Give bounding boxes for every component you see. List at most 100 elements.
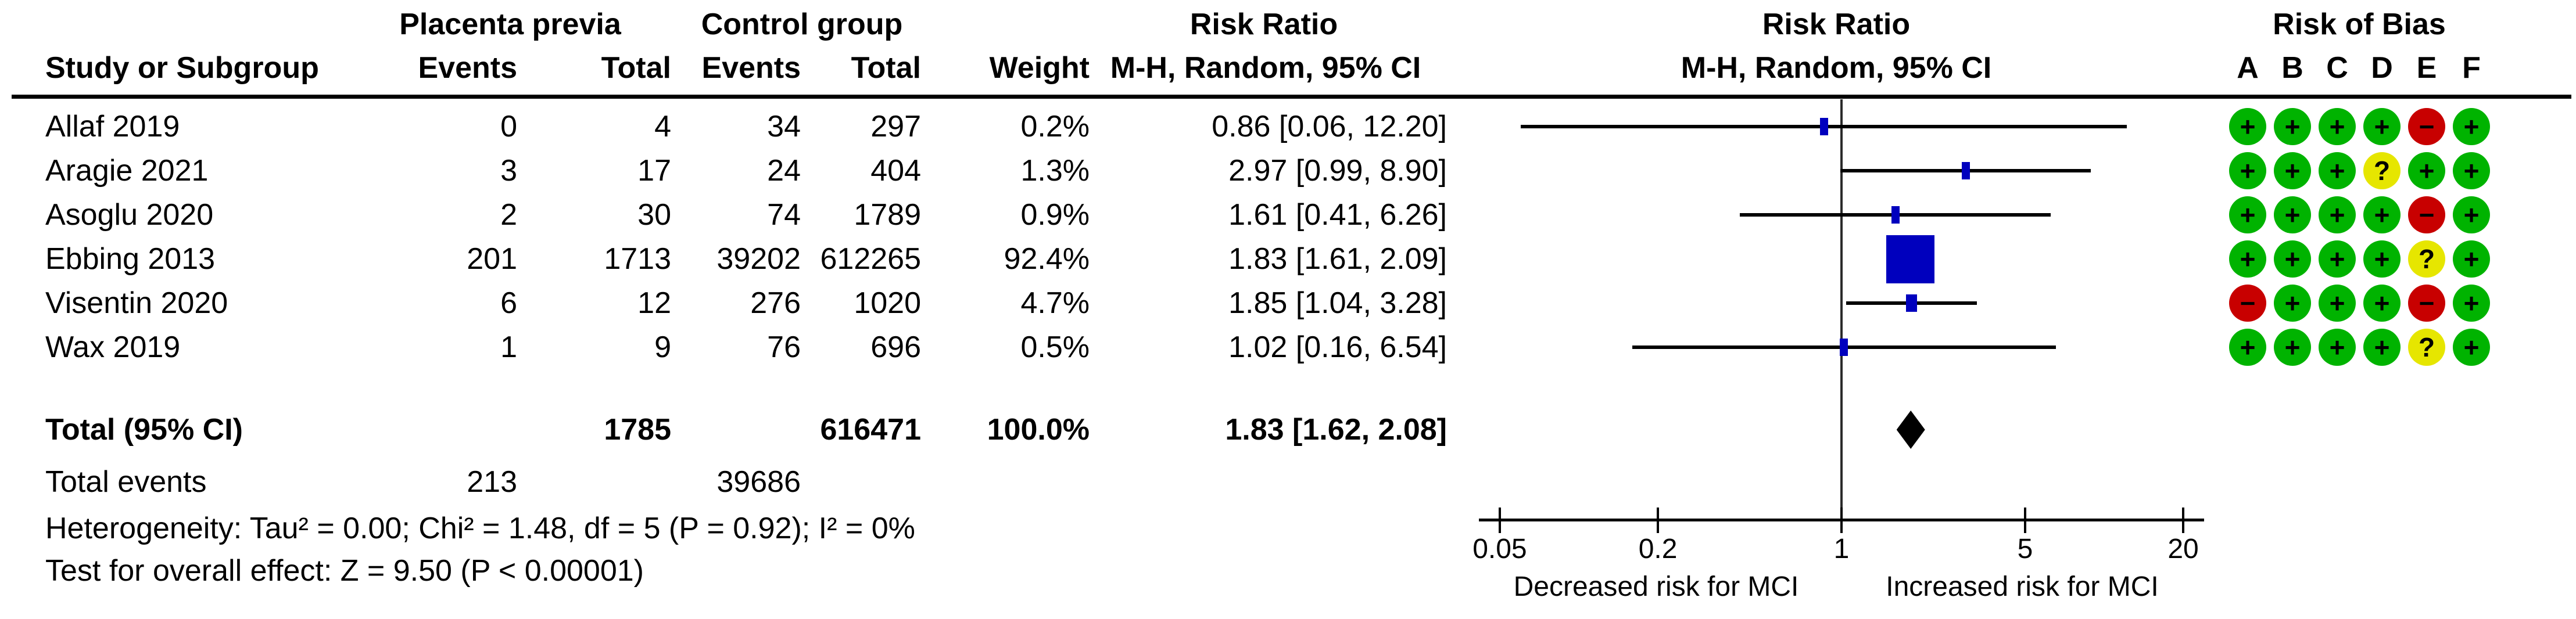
rob-plus-icon: + <box>2363 329 2401 366</box>
axis-tick-label: 20 <box>2167 534 2199 564</box>
rob-col-letter: C <box>2326 51 2348 85</box>
study-weight: 0.5% <box>1020 330 1090 364</box>
header-separator-rule <box>12 95 2571 99</box>
treated-total: 30 <box>637 198 671 232</box>
effect-marker <box>1886 235 1935 283</box>
total-weight: 100.0% <box>987 413 1090 447</box>
rob-plus-icon: + <box>2453 152 2490 189</box>
control-events: 76 <box>767 330 801 364</box>
total-treated-n: 1785 <box>604 413 671 447</box>
rob-plus-icon: + <box>2229 240 2266 278</box>
rob-plus-icon: + <box>2274 329 2311 366</box>
rob-plus-icon: + <box>2274 240 2311 278</box>
control-events: 276 <box>750 286 801 320</box>
total-events-label: Total events <box>45 465 207 499</box>
rob-plus-icon: + <box>2453 329 2490 366</box>
study-weight: 92.4% <box>1004 242 1090 276</box>
treated-events: 6 <box>500 286 517 320</box>
study-rr-ci: 1.83 [1.61, 2.09] <box>1228 242 1447 276</box>
rob-plus-icon: + <box>2319 285 2356 322</box>
rob-plus-icon: + <box>2363 196 2401 233</box>
rob-plus-icon: + <box>2319 196 2356 233</box>
study-name: Wax 2019 <box>45 330 181 364</box>
rob-minus-icon: − <box>2408 108 2445 145</box>
rob-question-icon: ? <box>2408 240 2445 278</box>
treated-total: 4 <box>654 110 671 143</box>
effect-marker <box>1820 118 1829 135</box>
treated-events: 1 <box>500 330 517 364</box>
col-header-events-2: Events <box>701 51 801 85</box>
study-rr-ci: 1.85 [1.04, 3.28] <box>1228 286 1447 320</box>
rob-plus-icon: + <box>2229 108 2266 145</box>
rob-plus-icon: + <box>2453 240 2490 278</box>
risk-ratio-text-title: Risk Ratio <box>1190 8 1338 41</box>
study-rr-ci: 1.02 [0.16, 6.54] <box>1228 330 1447 364</box>
treated-events: 2 <box>500 198 517 232</box>
axis-tick <box>1498 508 1501 533</box>
study-name: Asoglu 2020 <box>45 198 214 232</box>
rob-col-letter: F <box>2462 51 2481 85</box>
rob-question-icon: ? <box>2363 152 2401 189</box>
effect-marker <box>1839 339 1848 356</box>
treated-total: 17 <box>637 154 671 188</box>
col-header-total-2: Total <box>851 51 921 85</box>
treated-events: 201 <box>467 242 517 276</box>
axis-tick <box>2023 508 2026 533</box>
rob-plus-icon: + <box>2319 152 2356 189</box>
axis-tick-label: 0.2 <box>1638 534 1678 564</box>
treated-total: 9 <box>654 330 671 364</box>
axis-tick <box>1657 508 1660 533</box>
total-events-control: 39686 <box>716 465 801 499</box>
study-weight: 4.7% <box>1020 286 1090 320</box>
control-events: 74 <box>767 198 801 232</box>
rob-plus-icon: + <box>2274 196 2311 233</box>
pooled-diamond <box>1896 411 1925 449</box>
rob-minus-icon: − <box>2408 196 2445 233</box>
control-total: 297 <box>870 110 921 143</box>
effect-marker <box>1961 162 1970 179</box>
rob-plus-icon: + <box>2319 108 2356 145</box>
rob-plus-icon: + <box>2229 329 2266 366</box>
control-total: 404 <box>870 154 921 188</box>
rob-plus-icon: + <box>2408 152 2445 189</box>
study-weight: 1.3% <box>1020 154 1090 188</box>
rob-plus-icon: + <box>2363 108 2401 145</box>
study-name: Aragie 2021 <box>45 154 209 188</box>
rob-plus-icon: + <box>2363 285 2401 322</box>
no-effect-vertical-line <box>1840 99 1843 521</box>
col-header-weight: Weight <box>989 51 1090 85</box>
total-control-n: 616471 <box>820 413 921 447</box>
effect-marker <box>1906 294 1918 312</box>
rob-plus-icon: + <box>2453 285 2490 322</box>
group2-header: Control group <box>701 8 903 41</box>
rob-plus-icon: + <box>2274 285 2311 322</box>
risk-of-bias-title: Risk of Bias <box>2273 8 2446 41</box>
control-total: 612265 <box>820 242 921 276</box>
study-weight: 0.2% <box>1020 110 1090 143</box>
rob-plus-icon: + <box>2319 240 2356 278</box>
rob-col-letter: A <box>2237 51 2259 85</box>
axis-tick-label: 1 <box>1833 534 1850 564</box>
total-events-treated: 213 <box>467 465 517 499</box>
rob-question-icon: ? <box>2408 329 2445 366</box>
col-header-mh-ci-plot: M-H, Random, 95% CI <box>1681 51 1992 85</box>
treated-events: 3 <box>500 154 517 188</box>
study-rr-ci: 1.61 [0.41, 6.26] <box>1228 198 1447 232</box>
rob-plus-icon: + <box>2229 196 2266 233</box>
risk-ratio-plot-title: Risk Ratio <box>1762 8 1911 41</box>
rob-plus-icon: + <box>2274 108 2311 145</box>
axis-left-label: Decreased risk for MCI <box>1513 571 1799 602</box>
rob-minus-icon: − <box>2229 285 2266 322</box>
study-rr-ci: 0.86 [0.06, 12.20] <box>1212 110 1447 143</box>
control-events: 34 <box>767 110 801 143</box>
control-total: 696 <box>870 330 921 364</box>
rob-plus-icon: + <box>2229 152 2266 189</box>
control-total: 1020 <box>854 286 921 320</box>
control-events: 24 <box>767 154 801 188</box>
effect-marker <box>1891 206 1900 224</box>
heterogeneity-line: Heterogeneity: Tau² = 0.00; Chi² = 1.48,… <box>45 512 915 545</box>
rob-plus-icon: + <box>2453 108 2490 145</box>
treated-total: 1713 <box>604 242 671 276</box>
study-name: Allaf 2019 <box>45 110 180 143</box>
